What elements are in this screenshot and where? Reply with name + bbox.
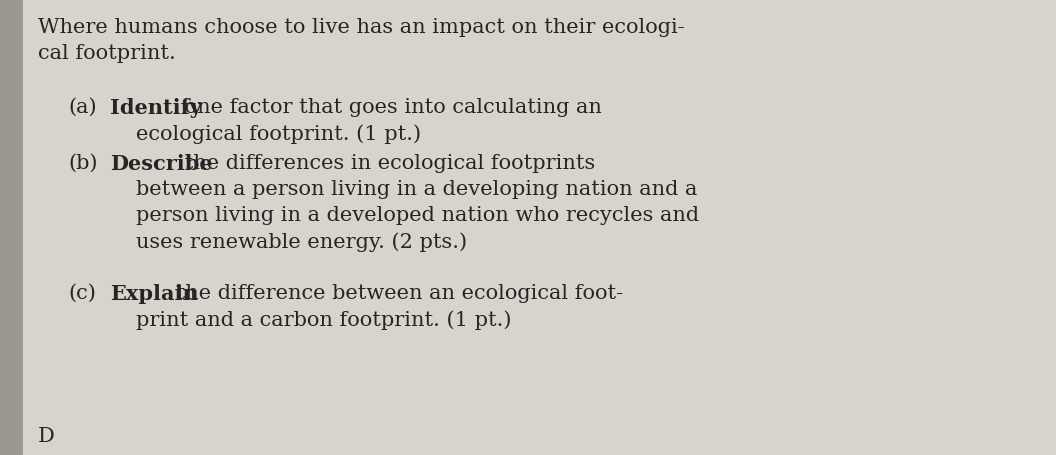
Text: between a person living in a developing nation and a: between a person living in a developing … bbox=[136, 180, 697, 199]
Text: (b): (b) bbox=[68, 154, 97, 173]
Text: (a): (a) bbox=[68, 98, 97, 117]
Text: cal footprint.: cal footprint. bbox=[38, 44, 175, 63]
Text: (c): (c) bbox=[68, 284, 96, 303]
Text: uses renewable energy. (2 pts.): uses renewable energy. (2 pts.) bbox=[136, 232, 467, 252]
Text: Identify: Identify bbox=[110, 98, 202, 118]
Bar bbox=[0, 0, 23, 455]
Text: ecological footprint. (1 pt.): ecological footprint. (1 pt.) bbox=[136, 124, 421, 144]
Text: print and a carbon footprint. (1 pt.): print and a carbon footprint. (1 pt.) bbox=[136, 310, 511, 330]
Text: Describe: Describe bbox=[110, 154, 212, 174]
Text: the difference between an ecological foot-: the difference between an ecological foo… bbox=[170, 284, 623, 303]
Text: Where humans choose to live has an impact on their ecologi-: Where humans choose to live has an impac… bbox=[38, 18, 684, 37]
Text: person living in a developed nation who recycles and: person living in a developed nation who … bbox=[136, 206, 699, 225]
Text: one factor that goes into calculating an: one factor that goes into calculating an bbox=[178, 98, 602, 117]
Text: Explain: Explain bbox=[110, 284, 197, 304]
Text: D: D bbox=[38, 427, 55, 446]
Text: the differences in ecological footprints: the differences in ecological footprints bbox=[178, 154, 596, 173]
